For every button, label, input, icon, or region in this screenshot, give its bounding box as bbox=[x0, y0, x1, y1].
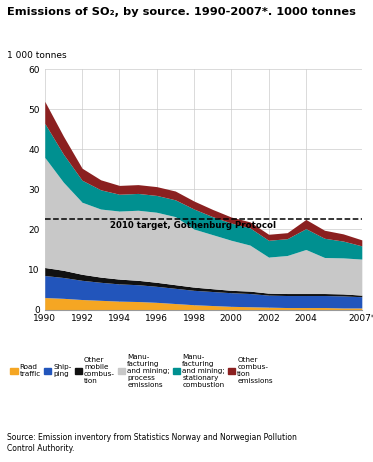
Text: Source: Emission inventory from Statistics Norway and Norwegian Pollution
Contro: Source: Emission inventory from Statisti… bbox=[7, 433, 297, 453]
Text: 2010 target, Gothenburg Protocol: 2010 target, Gothenburg Protocol bbox=[110, 221, 276, 230]
Text: 1 000 tonnes: 1 000 tonnes bbox=[7, 51, 66, 60]
Text: Emissions of SO₂, by source. 1990-2007*. 1000 tonnes: Emissions of SO₂, by source. 1990-2007*.… bbox=[7, 7, 356, 17]
Legend: Road
traffic, Ship-
ping, Other
mobile
combus-
tion, Manu-
facturing
and mining;: Road traffic, Ship- ping, Other mobile c… bbox=[10, 354, 273, 388]
